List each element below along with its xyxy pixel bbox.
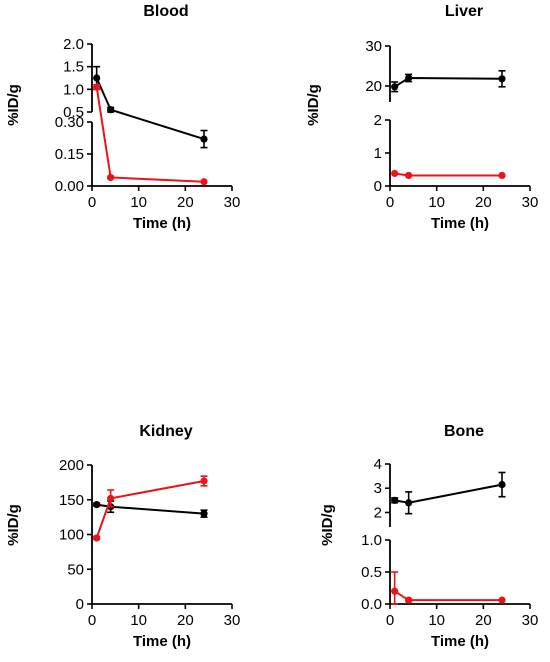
data-point [498, 171, 506, 180]
data-point [93, 534, 101, 542]
data-point [391, 83, 399, 91]
x-axis-label: Time (h) [431, 633, 489, 650]
x-tick-label: 0 [386, 612, 394, 629]
data-point [391, 587, 399, 595]
data-point [391, 496, 399, 504]
x-tick-label: 10 [130, 612, 147, 629]
data-point [93, 83, 101, 91]
x-tick-label: 10 [428, 612, 445, 629]
y-tick-label: 0.5 [63, 104, 84, 121]
y-tick-label: 3 [374, 480, 382, 497]
y-tick-label: 20 [365, 78, 382, 95]
x-tick-label: 10 [428, 194, 445, 211]
data-point [93, 501, 101, 509]
data-point [107, 106, 115, 114]
data-point [200, 477, 208, 485]
data-point [405, 171, 413, 180]
y-tick-label: 100 [59, 527, 84, 544]
chart-title: Liver [445, 3, 483, 20]
y-tick-label: 1 [374, 145, 382, 162]
y-tick-label: 1.0 [361, 532, 382, 549]
x-axis-label: Time (h) [133, 215, 191, 232]
y-axis-label: %ID/g [5, 84, 22, 126]
y-tick-label: 150 [59, 492, 84, 509]
x-tick-label: 0 [88, 194, 96, 211]
chart-title: Bone [444, 423, 484, 440]
x-tick-label: 0 [88, 612, 96, 629]
y-tick-label: 0 [76, 596, 84, 613]
x-tick-label: 20 [475, 194, 492, 211]
data-point [200, 178, 208, 186]
x-tick-label: 20 [475, 612, 492, 629]
chart-title: Blood [143, 3, 188, 20]
y-tick-label: 0.30 [55, 114, 84, 131]
x-tick-label: 30 [224, 194, 241, 211]
y-tick-label: 50 [67, 561, 84, 578]
y-tick-label: 30 [365, 38, 382, 55]
data-point [200, 135, 208, 143]
y-tick-label: 1.0 [63, 81, 84, 98]
y-tick-label: 0.15 [55, 146, 84, 163]
y-axis-label: %ID/g [319, 504, 336, 546]
x-tick-label: 30 [522, 612, 539, 629]
x-axis-label: Time (h) [431, 215, 489, 232]
data-point [107, 173, 115, 182]
y-tick-label: 0.00 [55, 178, 84, 195]
y-tick-label: 0 [374, 178, 382, 195]
y-tick-label: 4 [374, 456, 382, 473]
chart-liver: Liver %ID/g 0 10 20 30 Time (h) 20 30 0 1 2 [305, 3, 538, 232]
x-tick-label: 10 [130, 194, 147, 211]
data-point [498, 596, 506, 604]
x-axis-label: Time (h) [133, 633, 191, 650]
chart-blood: Blood %ID/g 0 10 20 30 Time (h) 0.5 1.0 1.5 2.0 0.0… [5, 3, 240, 232]
data-point [200, 510, 208, 518]
x-tick-label: 0 [386, 194, 394, 211]
data-point [391, 169, 399, 178]
y-axis-label: %ID/g [305, 84, 322, 126]
data-point [405, 499, 413, 507]
y-tick-label: 0.5 [361, 564, 382, 581]
chart-kidney: Kidney %ID/g 0 10 20 30 Time (h) 0 50 100 150 200 [5, 423, 240, 650]
chart-bone: Bone %ID/g 0 10 20 30 Time (h) 2 3 4 0.0 0.5 1.0 [319, 423, 538, 650]
x-tick-label: 30 [224, 612, 241, 629]
x-tick-label: 30 [522, 194, 539, 211]
data-point [107, 494, 115, 502]
y-tick-label: 2 [374, 504, 382, 521]
x-tick-label: 20 [177, 612, 194, 629]
data-point [405, 596, 413, 604]
y-axis-label: %ID/g [5, 504, 22, 546]
y-tick-label: 2.0 [63, 36, 84, 53]
x-tick-label: 20 [177, 194, 194, 211]
data-point [93, 74, 101, 82]
y-tick-label: 1.5 [63, 59, 84, 76]
y-tick-label: 0.0 [361, 596, 382, 613]
y-tick-label: 2 [374, 112, 382, 129]
data-point [498, 75, 506, 83]
data-point [405, 74, 413, 82]
chart-title: Kidney [139, 423, 192, 440]
y-tick-label: 200 [59, 457, 84, 474]
data-point [498, 480, 506, 489]
